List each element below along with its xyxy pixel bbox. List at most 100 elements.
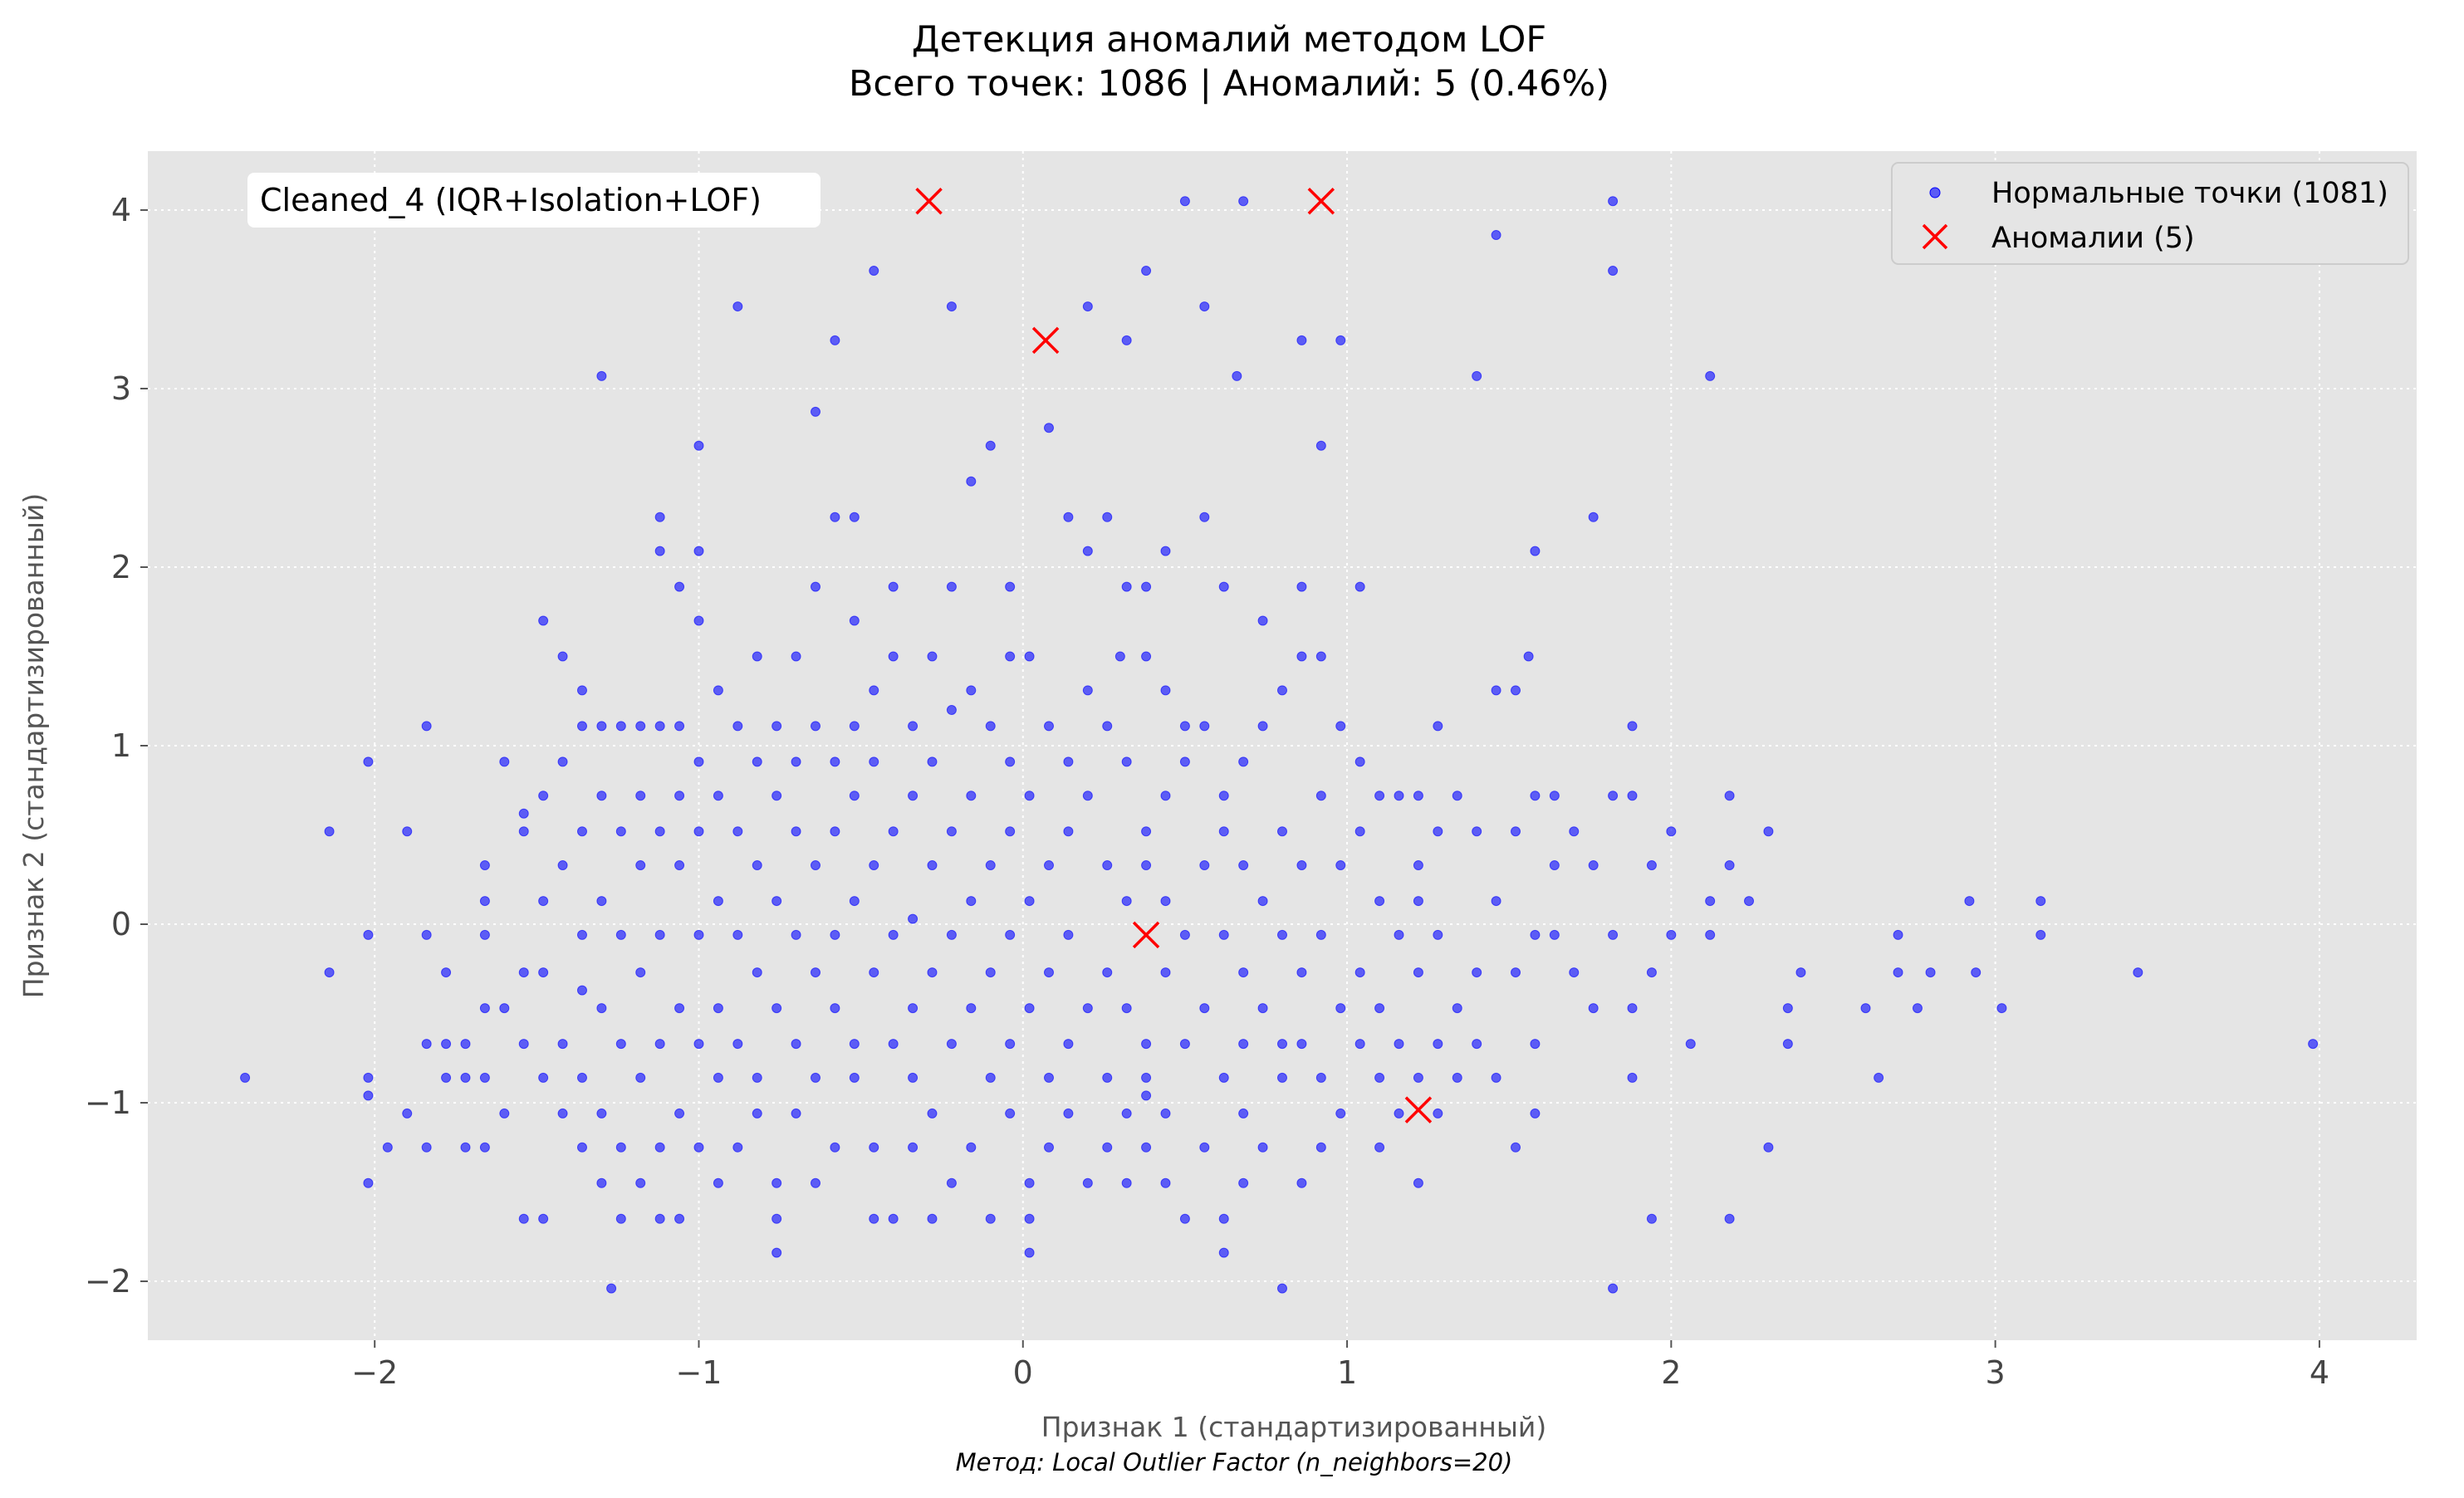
- normal-point: [1043, 860, 1054, 871]
- normal-point: [752, 651, 762, 662]
- normal-point: [1277, 685, 1287, 696]
- normal-point: [518, 1213, 529, 1224]
- normal-point: [1394, 929, 1404, 940]
- y-tick-label: −2: [85, 1263, 131, 1300]
- normal-point: [576, 826, 587, 837]
- normal-point: [1005, 581, 1016, 592]
- normal-point: [1782, 1003, 1793, 1014]
- normal-point: [1335, 335, 1346, 345]
- normal-point: [1043, 423, 1054, 433]
- normal-point: [654, 929, 665, 940]
- normal-point: [985, 721, 996, 732]
- normal-point: [1141, 860, 1152, 871]
- normal-point: [363, 756, 374, 767]
- normal-point: [1472, 370, 1482, 381]
- normal-point: [635, 860, 646, 871]
- normal-point: [1277, 1072, 1287, 1083]
- normal-point: [1296, 581, 1307, 592]
- normal-point: [1782, 1039, 1793, 1050]
- normal-point: [1315, 929, 1326, 940]
- normal-point: [1374, 1072, 1385, 1083]
- normal-point: [1530, 546, 1541, 556]
- normal-point: [830, 335, 840, 345]
- normal-point: [927, 1108, 938, 1119]
- normal-point: [791, 826, 801, 837]
- normal-point: [1315, 1142, 1326, 1153]
- normal-point: [849, 512, 860, 522]
- normal-point: [1024, 1003, 1035, 1014]
- normal-point: [460, 1072, 471, 1083]
- normal-point: [1491, 896, 1501, 907]
- y-tick-label: 2: [111, 549, 131, 585]
- normal-point: [1335, 860, 1346, 871]
- normal-point: [538, 896, 549, 907]
- normal-point: [927, 756, 938, 767]
- normal-point: [1763, 1142, 1774, 1153]
- normal-point: [1114, 651, 1125, 662]
- normal-point: [810, 1177, 821, 1188]
- normal-point: [1082, 1003, 1093, 1014]
- normal-point: [1141, 1142, 1152, 1153]
- normal-point: [635, 1177, 646, 1188]
- normal-point: [1160, 1177, 1171, 1188]
- normal-point: [946, 1177, 957, 1188]
- normal-point: [927, 651, 938, 662]
- normal-point: [654, 512, 665, 522]
- x-tick-label: −2: [351, 1354, 398, 1391]
- normal-point: [1024, 651, 1035, 662]
- normal-point: [791, 1108, 801, 1119]
- normal-point: [908, 721, 918, 732]
- normal-point: [869, 756, 879, 767]
- normal-point: [849, 896, 860, 907]
- normal-point: [1005, 1108, 1016, 1119]
- normal-point: [849, 721, 860, 732]
- x-tick-label: 0: [1013, 1354, 1033, 1391]
- normal-point: [849, 1072, 860, 1083]
- normal-point: [966, 791, 977, 801]
- anomaly-point: [1404, 1096, 1433, 1124]
- normal-point: [1199, 512, 1210, 522]
- normal-point: [1433, 929, 1443, 940]
- normal-point: [985, 967, 996, 978]
- normal-point: [772, 1213, 782, 1224]
- normal-point: [635, 791, 646, 801]
- annotation-box: [247, 173, 821, 228]
- normal-point: [654, 1039, 665, 1050]
- normal-point: [1063, 1039, 1074, 1050]
- normal-point: [693, 826, 704, 837]
- normal-point: [1082, 685, 1093, 696]
- normal-point: [1394, 791, 1404, 801]
- normal-point: [927, 860, 938, 871]
- normal-point: [1179, 196, 1190, 207]
- normal-point: [1608, 791, 1619, 801]
- normal-point: [1646, 967, 1657, 978]
- normal-point: [1218, 826, 1229, 837]
- normal-point: [713, 1177, 723, 1188]
- normal-point: [441, 1039, 452, 1050]
- normal-point: [791, 929, 801, 940]
- normal-point: [674, 721, 685, 732]
- normal-point: [518, 1039, 529, 1050]
- normal-point: [849, 1039, 860, 1050]
- normal-point: [888, 1039, 899, 1050]
- normal-point: [363, 929, 374, 940]
- normal-point: [1121, 335, 1132, 345]
- normal-point: [674, 791, 685, 801]
- axis-ticks: −2 −1 0 1 2 3 4 −2 −1 0 1 2 3 4: [85, 192, 2329, 1391]
- normal-point: [1005, 1039, 1016, 1050]
- normal-point: [538, 791, 549, 801]
- normal-point: [1199, 301, 1210, 312]
- y-tick-label: 1: [111, 727, 131, 764]
- normal-point: [596, 1177, 607, 1188]
- normal-point: [1588, 860, 1599, 871]
- normal-point: [1705, 896, 1716, 907]
- normal-point: [927, 967, 938, 978]
- normal-point: [1971, 967, 1981, 978]
- normal-point: [363, 1177, 374, 1188]
- normal-point: [1413, 967, 1423, 978]
- normal-point: [732, 826, 743, 837]
- legend-anomaly-marker: [1922, 223, 1948, 250]
- normal-point: [1082, 546, 1093, 556]
- normal-point: [1530, 791, 1541, 801]
- normal-point: [772, 1177, 782, 1188]
